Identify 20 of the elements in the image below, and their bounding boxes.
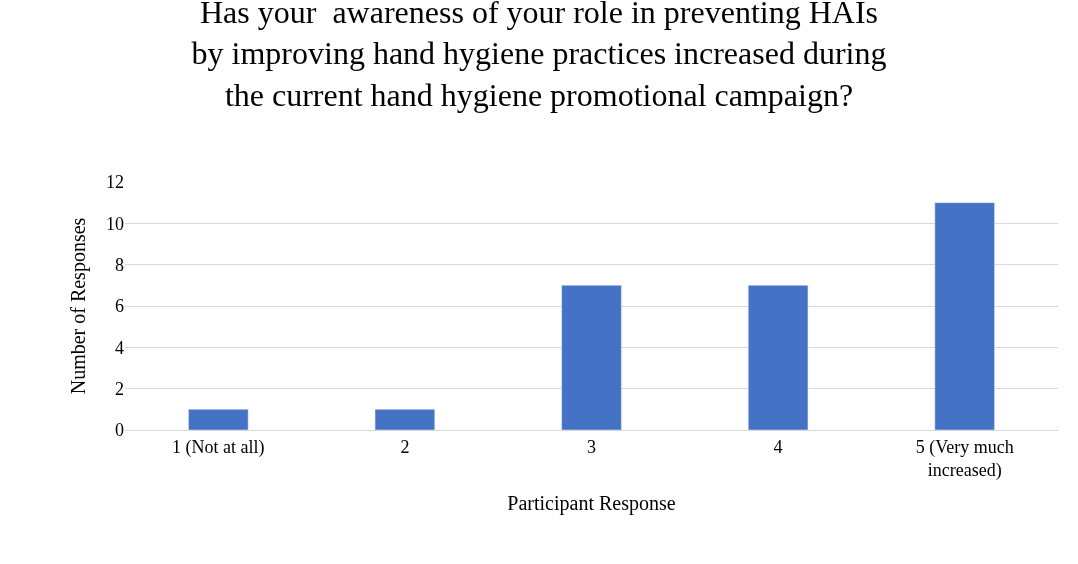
y-tick-label: 8 xyxy=(115,254,124,275)
y-tick-label: 12 xyxy=(106,172,124,193)
y-tick-label: 10 xyxy=(106,213,124,234)
x-axis-title: Participant Response xyxy=(507,491,676,515)
bar xyxy=(561,285,622,430)
y-tick-label: 4 xyxy=(115,337,124,358)
y-tick-label: 6 xyxy=(115,296,124,317)
bar xyxy=(747,285,809,430)
bar xyxy=(374,409,436,430)
y-tick-label: 2 xyxy=(115,378,124,399)
bar xyxy=(934,202,995,430)
x-tick-label: 2 xyxy=(400,436,410,457)
x-tick-label: 1 (Not at all) xyxy=(172,436,265,458)
y-tick-label: 0 xyxy=(115,420,124,441)
bar xyxy=(188,409,249,430)
y-axis-title: Number of Responses xyxy=(66,217,90,395)
x-tick-label: 5 (Very much increased) xyxy=(915,436,1014,481)
x-tick-label: 4 xyxy=(773,436,783,457)
x-tick-label: 3 xyxy=(587,436,596,457)
chart-title: Has your awareness of your role in preventing HAIs by improving hand hygiene practices increased during the current hand hygiene promotional campaign? xyxy=(191,0,887,113)
